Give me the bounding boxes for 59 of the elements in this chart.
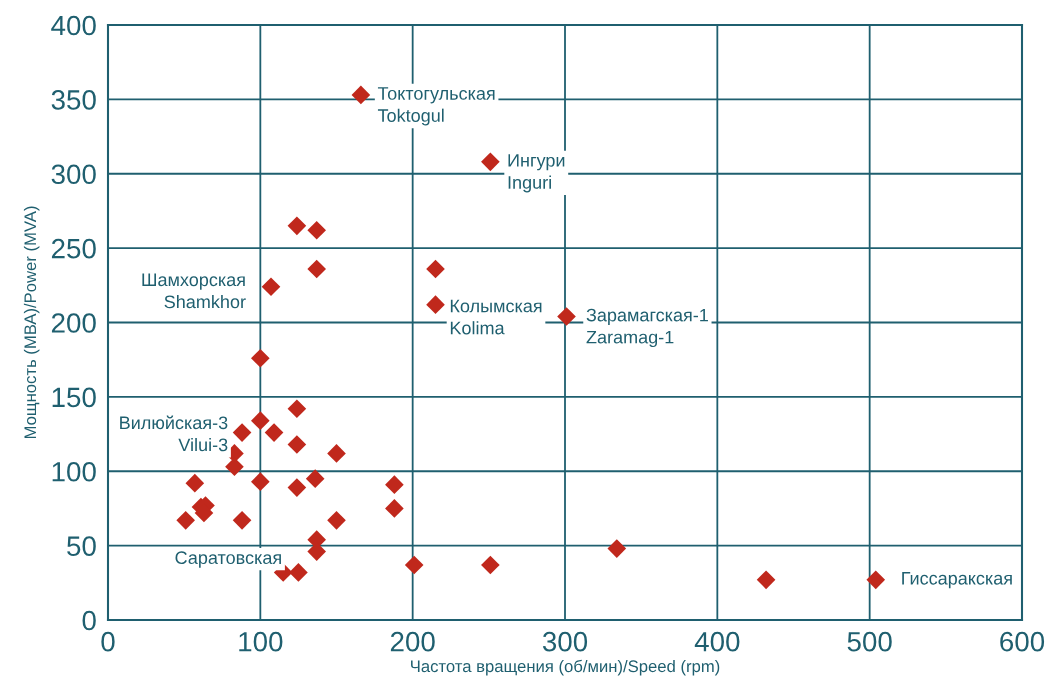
annotation: Ингури Inguri bbox=[508, 154, 565, 193]
annotation: Гиссаракская bbox=[902, 572, 1012, 589]
point bbox=[232, 511, 252, 530]
y-tick-label: 350 bbox=[51, 90, 96, 110]
point bbox=[232, 423, 252, 442]
point bbox=[225, 457, 244, 477]
point bbox=[327, 444, 346, 463]
point bbox=[289, 563, 308, 582]
point bbox=[305, 469, 325, 488]
point bbox=[287, 399, 307, 419]
point bbox=[307, 542, 327, 561]
y-tick-label: 250 bbox=[51, 238, 96, 259]
point bbox=[251, 472, 270, 491]
point bbox=[251, 411, 270, 430]
point bbox=[866, 570, 886, 590]
point bbox=[385, 475, 404, 494]
point bbox=[307, 220, 327, 240]
point bbox=[287, 216, 307, 236]
y-tick-label: 400 bbox=[51, 15, 96, 36]
point bbox=[307, 259, 327, 279]
point bbox=[756, 570, 776, 590]
y-tick-label: 150 bbox=[52, 387, 96, 408]
y-tick-label: 50 bbox=[67, 536, 96, 556]
x-tick-label: 400 bbox=[694, 631, 740, 652]
annotation: Саратовская bbox=[175, 551, 281, 568]
annotation: Токтогульская Toktogul bbox=[377, 87, 495, 126]
x-tick-label: 300 bbox=[542, 631, 588, 652]
x-tick-label: 0 bbox=[101, 631, 115, 652]
point bbox=[385, 499, 404, 518]
y-tick-label: 0 bbox=[82, 610, 96, 631]
point bbox=[426, 295, 445, 314]
point bbox=[251, 348, 270, 368]
point bbox=[264, 423, 284, 442]
point bbox=[404, 555, 424, 575]
y-tick-label: 100 bbox=[52, 461, 96, 482]
y-tick-label: 200 bbox=[51, 313, 96, 333]
point bbox=[261, 277, 281, 297]
x-tick-label: 500 bbox=[847, 631, 892, 652]
x-tick-label: 600 bbox=[1000, 631, 1045, 652]
x-axis-title: Частота вращения (об/мин)/Speed (rpm) bbox=[411, 659, 720, 676]
point bbox=[481, 555, 500, 575]
annotation: Шамхорская Shamkhor bbox=[142, 273, 246, 309]
annotation: Колымская Kolima bbox=[450, 299, 542, 335]
point bbox=[607, 539, 627, 558]
annotation: Вилюйская-3 Vilui-3 bbox=[120, 415, 228, 452]
annotation: Зарамагская-1 Zaramag-1 bbox=[586, 308, 708, 348]
point bbox=[426, 259, 445, 279]
point bbox=[557, 307, 576, 326]
point bbox=[327, 511, 346, 530]
x-tick-label: 100 bbox=[239, 631, 283, 652]
point bbox=[481, 152, 500, 172]
point bbox=[351, 85, 371, 105]
point bbox=[287, 435, 307, 454]
point bbox=[176, 511, 196, 530]
y-tick-label: 300 bbox=[51, 164, 96, 185]
point bbox=[185, 473, 205, 493]
point bbox=[287, 478, 307, 497]
y-axis-title: Мощность (МВА)/Power (MVA) bbox=[23, 206, 40, 439]
x-tick-label: 200 bbox=[390, 631, 435, 652]
